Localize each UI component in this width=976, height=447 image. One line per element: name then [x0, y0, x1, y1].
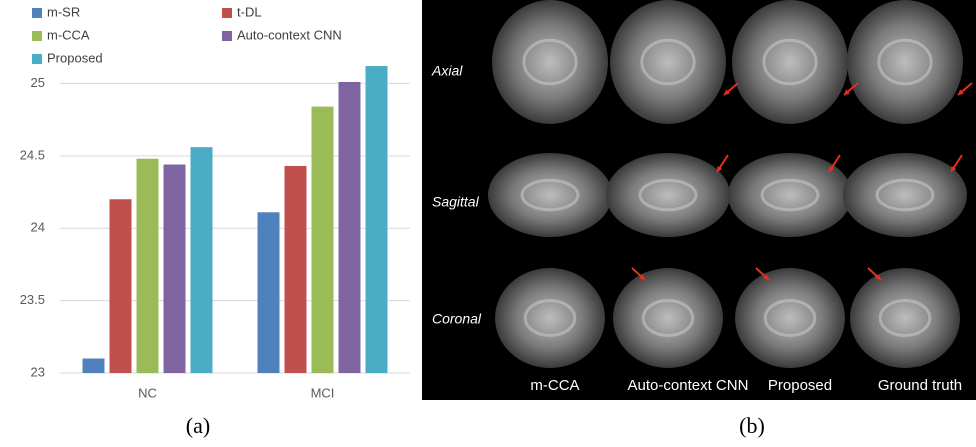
y-tick-label: 24 [31, 220, 45, 235]
column-label: m-CCA [530, 377, 579, 394]
bar [366, 66, 388, 373]
bar [191, 147, 213, 373]
brain-image [847, 0, 963, 124]
caption: (b) [739, 413, 765, 438]
legend-swatch [32, 31, 42, 41]
y-tick-label: 24.5 [20, 147, 45, 162]
column-label: Ground truth [878, 377, 962, 394]
brain-image [488, 153, 612, 237]
column-label: Auto-context CNN [628, 377, 749, 394]
brain-image [495, 268, 605, 368]
brain-image [606, 153, 730, 237]
caption: (a) [186, 413, 210, 438]
legend-swatch [32, 8, 42, 18]
column-label: Proposed [768, 377, 832, 394]
legend-swatch [222, 8, 232, 18]
legend-label: Auto-context CNN [237, 27, 342, 42]
bar [312, 107, 334, 373]
brain-image [735, 268, 845, 368]
brain-image [732, 0, 848, 124]
brain-image [613, 268, 723, 368]
x-tick-label: NC [138, 385, 157, 400]
brain-image [843, 153, 967, 237]
bar [258, 212, 280, 373]
bar [137, 159, 159, 373]
brain-image [492, 0, 608, 124]
y-tick-label: 25 [31, 75, 45, 90]
row-label: Axial [431, 63, 463, 79]
bar [339, 82, 361, 373]
bar [285, 166, 307, 373]
brain-image [610, 0, 726, 124]
bar [110, 199, 132, 373]
legend-label: m-SR [47, 4, 80, 19]
row-label: Sagittal [432, 194, 480, 210]
row-label: Coronal [432, 311, 482, 327]
legend-label: t-DL [237, 4, 262, 19]
legend-swatch [32, 54, 42, 64]
y-tick-label: 23.5 [20, 292, 45, 307]
brain-image [850, 268, 960, 368]
figure: (a) (b) 23 23.5 24 24.5 25 NC MCI m-SR t-DL m-CCA… [0, 0, 976, 447]
legend-label: Proposed [47, 50, 103, 65]
bar [83, 359, 105, 373]
x-tick-label: MCI [311, 385, 335, 400]
legend-swatch [222, 31, 232, 41]
y-tick-label: 23 [31, 364, 45, 379]
legend-label: m-CCA [47, 27, 90, 42]
bar [164, 165, 186, 373]
